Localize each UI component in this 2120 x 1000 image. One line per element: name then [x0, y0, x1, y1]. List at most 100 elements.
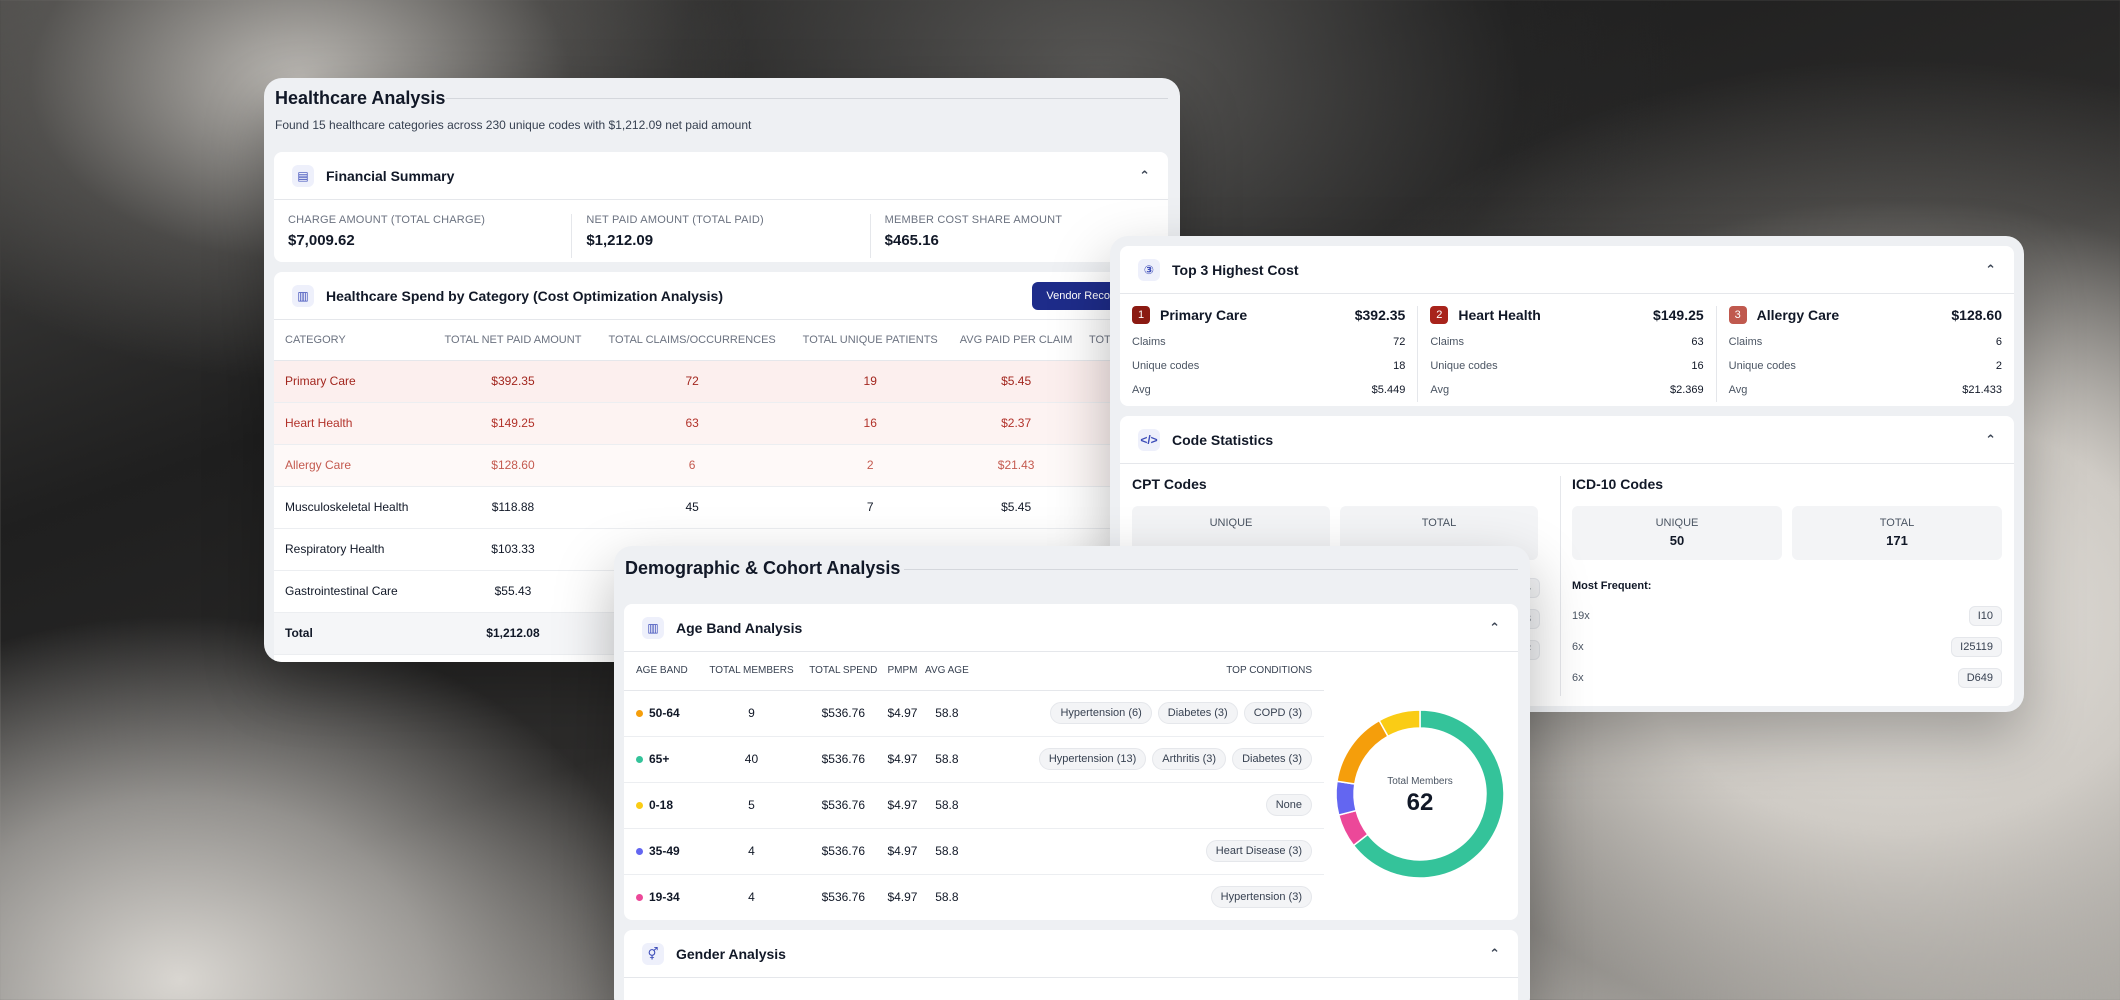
donut-slice-65+[interactable]: [1352, 709, 1505, 879]
members-cell: 4: [700, 828, 803, 875]
line-value: 18: [1393, 360, 1406, 372]
avg-line: Avg $5.449: [1132, 378, 1405, 402]
table-cell: Allergy Care: [274, 444, 433, 487]
line-value: 72: [1393, 336, 1406, 348]
chevron-up-icon[interactable]: ⌃: [1139, 167, 1150, 183]
col-header[interactable]: PMPM: [884, 652, 921, 691]
col-header[interactable]: TOTAL UNIQUE PATIENTS: [790, 320, 950, 361]
table-row[interactable]: Musculoskeletal Health $118.88 45 7 $5.45: [274, 486, 1168, 529]
box-value: 50: [1669, 533, 1685, 548]
title-divider: [446, 98, 1168, 99]
condition-chip: COPD (3): [1243, 702, 1312, 724]
bar-chart-icon: ▥: [642, 616, 664, 639]
chevron-up-icon[interactable]: ⌃: [1985, 261, 1996, 277]
table-cell: 45: [593, 486, 791, 529]
donut-slice-50-64[interactable]: [1336, 719, 1389, 785]
bar-chart-icon: ▥: [292, 284, 314, 307]
top-cost-item[interactable]: 3 Allergy Care $128.60 Claims 6 Unique codes 2…: [1717, 306, 2014, 402]
box-label: UNIQUE: [1655, 517, 1699, 529]
avg-line: Avg $2.369: [1430, 378, 1703, 402]
age-band-row[interactable]: 65+ 40 $536.76 $4.97 58.8 Hypertension (13) Ar…: [624, 736, 1324, 783]
band-color-dot: [636, 894, 643, 902]
col-header[interactable]: AVG PAID PER CLAIM: [949, 320, 1083, 361]
table-cell: 63: [593, 402, 791, 445]
avg-age-cell: 58.8: [920, 782, 974, 829]
chevron-up-icon[interactable]: ⌃: [1489, 619, 1500, 635]
top3-header[interactable]: ③ Top 3 Highest Cost ⌃: [1120, 246, 2014, 294]
table-cell: Heart Health: [274, 402, 433, 445]
col-header[interactable]: TOTAL MEMBERS: [700, 652, 803, 691]
line-label: Claims: [1728, 336, 1763, 348]
line-label: Claims: [1430, 336, 1464, 348]
age-band-row[interactable]: 50-64 9 $536.76 $4.97 58.8 Hypertension (6) Di…: [624, 690, 1324, 737]
table-cell: $1,212.08: [432, 612, 594, 655]
band-label: 0-18: [649, 798, 674, 812]
financial-summary-header[interactable]: ▤ Financial Summary ⌃: [274, 152, 1168, 200]
line-label: Claims: [1132, 336, 1166, 348]
codes-line: Unique codes 2: [1729, 354, 2002, 378]
col-header[interactable]: TOTAL NET PAID AMOUNT: [432, 320, 594, 361]
stat-label: CHARGE AMOUNT (TOTAL CHARGE): [288, 214, 486, 226]
band-color-dot: [636, 710, 643, 718]
donut-slice-35-49[interactable]: [1335, 780, 1358, 816]
gender-title: Gender Analysis: [676, 945, 786, 962]
condition-chip: Diabetes (3): [1232, 748, 1312, 770]
donut-slice-0-18[interactable]: [1378, 709, 1421, 738]
codes-line: Unique codes 16: [1430, 354, 1703, 378]
claims-line: Claims 63: [1430, 330, 1703, 354]
line-label: Unique codes: [1430, 360, 1498, 372]
table-row[interactable]: Heart Health $149.25 63 16 $2.37: [274, 402, 1168, 445]
gender-header[interactable]: ⚥ Gender Analysis ⌃: [624, 930, 1518, 978]
conditions-cell: Hypertension (13) Arthritis (3) Diabetes (…: [973, 736, 1324, 783]
band-label: 65+: [649, 752, 670, 766]
line-value: $21.433: [1962, 384, 2002, 396]
avg-age-cell: 58.8: [920, 736, 974, 783]
avg-age-cell: 58.8: [920, 690, 974, 737]
icd-codes-section: ICD-10 Codes UNIQUE 50 TOTAL 171 Most Freq…: [1560, 464, 2014, 704]
icd-unique-box: UNIQUE 50: [1572, 506, 1782, 560]
col-header[interactable]: TOP CONDITIONS: [973, 652, 1324, 691]
table-cell: $2.37: [949, 402, 1083, 445]
table-row[interactable]: Allergy Care $128.60 6 2 $21.43: [274, 444, 1168, 487]
age-band-row[interactable]: 35-49 4 $536.76 $4.97 58.8 Heart Disease (3): [624, 828, 1324, 875]
line-value: 2: [1995, 360, 2002, 372]
box-label: UNIQUE: [1209, 517, 1253, 529]
top3-title: Top 3 Highest Cost: [1172, 261, 1299, 278]
avg-age-cell: 58.8: [920, 828, 974, 875]
spend-cell: $536.76: [802, 736, 885, 783]
stat-value: $465.16: [884, 232, 939, 249]
rank-badge: 1: [1132, 306, 1150, 324]
col-header[interactable]: AVG AGE: [920, 652, 974, 691]
chevron-up-icon[interactable]: ⌃: [1489, 945, 1500, 961]
codes-line: Unique codes 18: [1132, 354, 1405, 378]
table-cell: 2: [790, 444, 950, 487]
financial-summary-panel: ▤ Financial Summary ⌃ CHARGE AMOUNT (TOT…: [274, 152, 1168, 262]
age-band-header[interactable]: ▥ Age Band Analysis ⌃: [624, 604, 1518, 652]
rank-badge: 3: [1728, 306, 1747, 324]
band-color-dot: [636, 756, 643, 764]
stat-value: $1,212.09: [586, 232, 654, 249]
age-band-row[interactable]: 19-34 4 $536.76 $4.97 58.8 Hypertension (3): [624, 874, 1324, 920]
col-header[interactable]: TOTAL SPEND: [802, 652, 885, 691]
age-band-row[interactable]: 0-18 5 $536.76 $4.97 58.8 None: [624, 782, 1324, 829]
top-cost-item[interactable]: 2 Heart Health $149.25 Claims 63 Unique codes…: [1418, 306, 1717, 402]
top-cost-item[interactable]: 1 Primary Care $392.35 Claims 72 Unique codes…: [1120, 306, 1419, 402]
category-name: Primary Care: [1160, 307, 1248, 323]
col-header[interactable]: AGE BAND: [624, 652, 701, 691]
table-cell: $21.43: [949, 444, 1083, 487]
title-divider: [904, 569, 1518, 570]
table-cell: Primary Care: [274, 360, 433, 403]
code-tag: I25119: [1951, 636, 2002, 657]
icd-total-box: TOTAL 171: [1792, 506, 2002, 560]
line-label: Avg: [1132, 384, 1151, 396]
col-header[interactable]: TOTAL CLAIMS/OCCURRENCES: [593, 320, 791, 361]
table-row[interactable]: Primary Care $392.35 72 19 $5.45: [274, 360, 1168, 403]
code-statistics-header[interactable]: </> Code Statistics ⌃: [1120, 416, 2014, 464]
col-header[interactable]: CATEGORY: [274, 320, 433, 361]
chevron-up-icon[interactable]: ⌃: [1985, 431, 1996, 447]
claims-line: Claims 72: [1132, 330, 1405, 354]
frequent-code-row: 6x D649: [1572, 662, 2002, 693]
member-cost-share-stat: MEMBER COST SHARE AMOUNT $465.16: [871, 214, 1168, 258]
cpt-title: CPT Codes: [1132, 476, 1207, 492]
table-cell: $128.60: [432, 444, 594, 487]
